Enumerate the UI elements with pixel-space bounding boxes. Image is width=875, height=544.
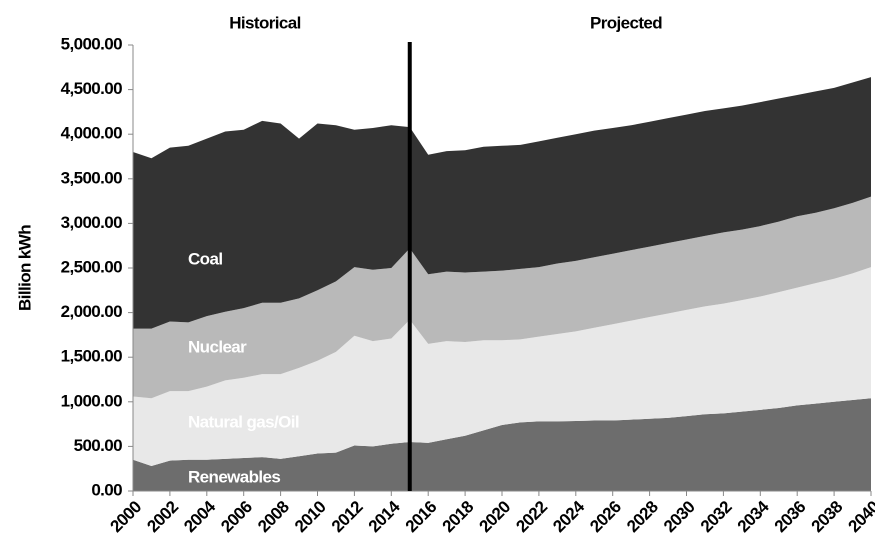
y-tick-label: 500.00 xyxy=(74,436,123,455)
y-tick-label: 4,500.00 xyxy=(61,79,123,98)
y-axis-label: Billion kWh xyxy=(15,225,34,311)
x-tick-label: 2000 xyxy=(107,497,146,536)
x-tick-label: 2008 xyxy=(254,497,293,536)
series-label: Renewables xyxy=(188,467,280,486)
x-tick-label: 2010 xyxy=(291,497,330,536)
series-label: Nuclear xyxy=(188,337,247,356)
area xyxy=(133,267,871,467)
x-tick-label: 2028 xyxy=(623,497,662,536)
x-tick-label: 2026 xyxy=(586,497,625,536)
x-tick-label: 2006 xyxy=(217,497,256,536)
x-tick-label: 2036 xyxy=(771,497,810,536)
x-tick-label: 2018 xyxy=(439,497,478,536)
x-tick-label: 2038 xyxy=(808,497,847,536)
y-tick-label: 2,000.00 xyxy=(61,302,123,321)
area xyxy=(133,196,871,399)
y-tick-label: 1,000.00 xyxy=(61,391,123,410)
y-tick-label: 1,500.00 xyxy=(61,347,123,366)
series-label: Natural gas/Oil xyxy=(188,412,299,431)
series-label: Coal xyxy=(188,249,222,268)
x-tick-label: 2012 xyxy=(328,497,367,536)
y-tick-label: 0.00 xyxy=(91,480,122,499)
y-tick-label: 2,500.00 xyxy=(61,257,123,276)
annotation: Historical xyxy=(229,13,300,32)
x-tick-label: 2022 xyxy=(512,497,551,536)
y-tick-label: 3,500.00 xyxy=(61,168,123,187)
area xyxy=(133,398,871,491)
x-tick-label: 2032 xyxy=(697,497,736,536)
x-tick-label: 2034 xyxy=(734,497,773,536)
x-tick-label: 2024 xyxy=(549,497,588,536)
y-tick-label: 5,000.00 xyxy=(61,34,123,53)
y-tick-label: 3,000.00 xyxy=(61,213,123,232)
x-tick-label: 2002 xyxy=(143,497,182,536)
x-tick-label: 2020 xyxy=(476,497,515,536)
x-tick-label: 2030 xyxy=(660,497,699,536)
x-tick-label: 2016 xyxy=(402,497,441,536)
annotation: Projected xyxy=(590,13,662,32)
y-tick-label: 4,000.00 xyxy=(61,124,123,143)
x-tick-label: 2014 xyxy=(365,497,404,536)
x-tick-label: 2040 xyxy=(845,497,875,536)
area xyxy=(133,77,871,329)
x-tick-label: 2004 xyxy=(180,497,219,536)
